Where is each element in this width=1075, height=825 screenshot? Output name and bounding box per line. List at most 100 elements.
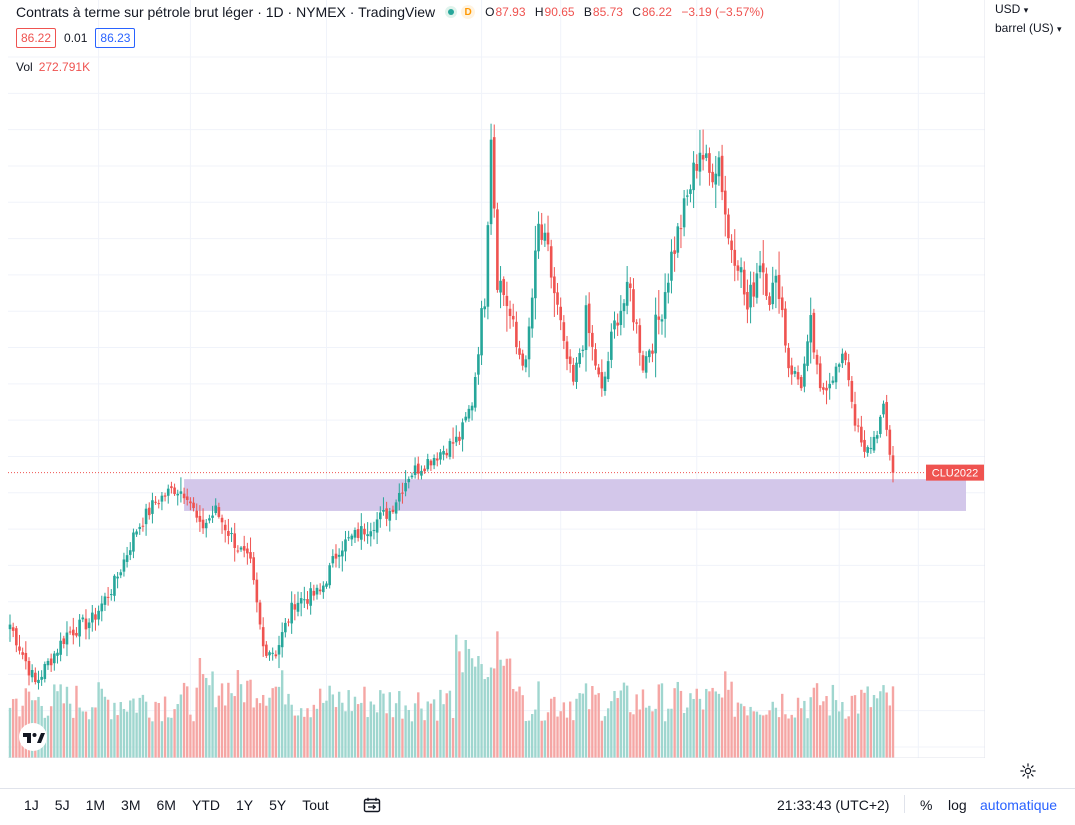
candle	[733, 249, 737, 266]
market-status[interactable]: D	[445, 5, 476, 19]
percent-toggle[interactable]: %	[920, 797, 933, 813]
candle	[426, 459, 430, 470]
candle	[315, 587, 319, 595]
volume-bar	[249, 679, 252, 758]
candle	[100, 603, 104, 612]
candle	[268, 652, 271, 656]
volume-bar	[255, 698, 259, 758]
bottom-toolbar-divider	[0, 788, 1075, 789]
volume-bar	[705, 688, 708, 758]
price-chart[interactable]: 132.00128.00124.00120.00116.00112.00108.…	[8, 0, 985, 758]
candle	[891, 455, 895, 473]
volume-bar	[591, 686, 594, 758]
timeframe-1y[interactable]: 1Y	[235, 796, 254, 813]
volume-bar	[353, 696, 357, 758]
bid-button[interactable]: 86.22	[16, 28, 57, 48]
candle	[442, 451, 445, 455]
candle	[353, 530, 357, 538]
candle	[239, 547, 243, 550]
tradingview-logo-icon[interactable]	[20, 724, 46, 750]
calendar-range-icon[interactable]	[363, 797, 381, 813]
candle	[220, 517, 224, 523]
volume-bar	[467, 648, 471, 758]
volume-bar	[834, 700, 838, 758]
candle	[597, 367, 600, 375]
candle	[793, 371, 797, 374]
timeframe-1d[interactable]: 1J	[24, 796, 39, 813]
symbol-title[interactable]: Contrats à terme sur pétrole brut léger …	[16, 4, 436, 20]
volume-bar	[597, 693, 600, 758]
ohlc-values: O87.93 H90.65 B85.73 C86.22 −3.19 (−3.57…	[485, 5, 764, 19]
candle	[258, 602, 262, 625]
volume-bar	[616, 698, 619, 758]
delayed-data-badge[interactable]: D	[461, 5, 476, 19]
ask-button[interactable]: 86.23	[95, 28, 136, 48]
volume-bar	[464, 640, 467, 758]
candle	[448, 441, 452, 457]
candle	[761, 263, 765, 273]
volume-bar	[59, 684, 62, 758]
volume-bar	[68, 703, 72, 758]
candle	[822, 387, 825, 390]
volume-bar	[689, 693, 692, 758]
volume-bar	[217, 695, 221, 758]
volume-bar	[296, 715, 300, 758]
volume-bar	[268, 697, 271, 758]
volume-bar	[201, 674, 205, 758]
volume-bar	[720, 697, 724, 758]
gear-icon[interactable]	[1019, 762, 1037, 785]
volume-bar	[382, 693, 385, 758]
volume-bar	[344, 711, 347, 758]
volume-bar	[524, 721, 528, 758]
auto-scale-toggle[interactable]: automatique	[980, 797, 1058, 813]
volume-bar	[366, 717, 369, 758]
candle	[84, 618, 88, 630]
volume-bar	[442, 704, 445, 758]
volume-bar	[553, 696, 556, 758]
volume-bar	[872, 695, 876, 758]
volume-bar	[252, 707, 255, 758]
candle	[15, 628, 18, 646]
timeframe-3m[interactable]: 3M	[121, 796, 141, 813]
volume-bar	[502, 665, 505, 758]
candle	[831, 380, 835, 383]
volume-bar	[701, 709, 705, 758]
timeframe-6m[interactable]: 6M	[156, 796, 176, 813]
candle	[461, 422, 464, 440]
candle	[274, 654, 278, 657]
unit-select[interactable]: barrel (US) ▾	[995, 19, 1062, 38]
candle	[53, 653, 56, 664]
candle	[666, 282, 670, 293]
candle	[771, 282, 775, 305]
volume-bar	[423, 720, 426, 758]
candle	[610, 331, 613, 360]
chevron-down-icon: ▾	[1057, 24, 1062, 34]
volume-bar	[869, 707, 873, 758]
clock-timezone[interactable]: 21:33:43 (UTC+2)	[777, 797, 890, 813]
timeframe-all[interactable]: Tout	[302, 796, 329, 813]
timeframe-1m[interactable]: 1M	[85, 796, 106, 813]
volume-bar	[809, 697, 812, 758]
candle	[866, 447, 869, 453]
candle	[572, 364, 575, 382]
candle	[360, 526, 363, 540]
volume-bar	[499, 659, 502, 758]
volume-bar	[280, 670, 284, 758]
currency-select[interactable]: USD ▾	[995, 0, 1062, 19]
volume-bar	[287, 693, 290, 758]
volume-bar	[53, 684, 56, 758]
volume-bar	[211, 671, 214, 758]
volume-bar	[398, 691, 401, 758]
candle	[530, 297, 534, 329]
candle	[439, 452, 442, 460]
volume-legend[interactable]: Vol 272.791K	[16, 60, 90, 74]
volume-bar	[483, 679, 486, 758]
candle	[670, 251, 673, 281]
volume-bar	[151, 721, 154, 758]
timeframe-5d[interactable]: 5J	[54, 796, 70, 813]
timeframe-5y[interactable]: 5Y	[269, 796, 287, 813]
volume-bar	[796, 697, 800, 758]
log-toggle[interactable]: log	[948, 797, 967, 813]
volume-bar	[856, 713, 860, 758]
timeframe-ytd[interactable]: YTD	[191, 796, 220, 813]
